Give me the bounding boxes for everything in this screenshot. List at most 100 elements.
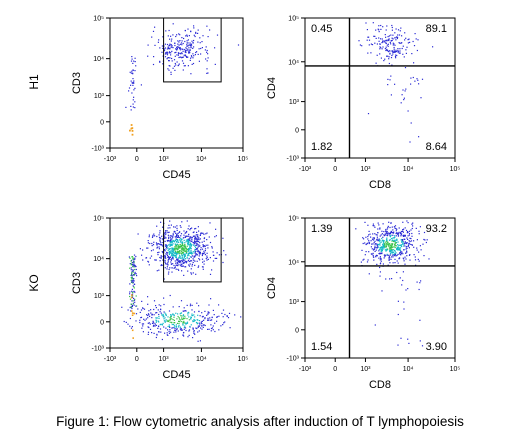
event-point — [171, 252, 173, 254]
event-point — [192, 258, 194, 260]
event-point — [182, 50, 184, 52]
event-point — [190, 268, 192, 270]
event-point — [185, 247, 188, 249]
event-point — [184, 29, 186, 32]
event-point — [161, 264, 163, 266]
event-point — [188, 329, 191, 331]
event-point — [400, 27, 402, 29]
event-point — [142, 325, 144, 327]
event-point — [418, 260, 420, 262]
event-point — [177, 65, 179, 67]
event-point — [156, 312, 158, 314]
event-point — [131, 288, 133, 290]
event-point — [171, 321, 173, 323]
event-point — [155, 319, 157, 321]
panel2-x-tick-label: 0 — [333, 166, 337, 173]
event-point — [383, 234, 385, 236]
event-point — [402, 279, 404, 282]
event-point — [222, 324, 224, 326]
event-point — [196, 253, 198, 255]
event-point — [177, 232, 179, 234]
event-point — [387, 243, 389, 245]
event-point — [192, 47, 194, 49]
event-point — [190, 246, 192, 248]
event-point — [131, 133, 134, 136]
event-point — [415, 227, 417, 229]
event-point — [193, 34, 195, 36]
event-point — [181, 48, 183, 50]
event-point — [396, 37, 398, 40]
event-point — [181, 251, 184, 253]
event-point — [172, 313, 174, 315]
event-point — [186, 251, 188, 253]
event-point — [394, 235, 396, 237]
event-point — [211, 247, 213, 249]
event-point — [372, 249, 375, 251]
event-point — [361, 45, 363, 47]
event-point — [131, 291, 133, 293]
panel3-x-tick-label: 10³ — [159, 356, 170, 363]
event-point — [382, 245, 384, 247]
event-point — [175, 232, 177, 234]
event-point — [146, 314, 148, 316]
event-point — [132, 300, 134, 302]
event-point — [153, 322, 155, 324]
event-point — [129, 283, 131, 285]
panel2-x-tick-label: -10³ — [299, 166, 312, 173]
event-point — [170, 314, 172, 316]
event-point — [136, 275, 138, 277]
event-point — [181, 242, 183, 244]
event-point — [134, 301, 136, 303]
event-point — [159, 232, 161, 234]
panel4-quadrant-top-right-value: 93.2 — [426, 223, 447, 235]
event-point — [418, 136, 420, 138]
event-point — [190, 55, 193, 57]
event-point — [180, 315, 182, 317]
event-point — [202, 244, 204, 246]
event-point — [185, 55, 188, 57]
event-point — [390, 230, 393, 233]
event-point — [192, 328, 194, 330]
event-point — [190, 251, 193, 253]
event-point — [388, 259, 390, 261]
event-point — [216, 252, 218, 254]
event-point — [163, 249, 165, 251]
event-point — [373, 237, 375, 239]
event-point — [376, 247, 378, 249]
event-point — [133, 266, 135, 268]
event-point — [383, 246, 385, 248]
event-point — [129, 298, 132, 300]
event-point — [181, 57, 183, 59]
event-point — [134, 107, 136, 109]
event-point — [211, 327, 214, 329]
event-point — [419, 340, 421, 342]
event-point — [186, 50, 188, 52]
event-point — [171, 57, 173, 60]
event-point — [402, 241, 404, 243]
event-point — [186, 322, 189, 324]
event-point — [173, 314, 175, 316]
event-point — [159, 230, 161, 232]
event-point — [195, 327, 197, 329]
event-point — [196, 243, 198, 245]
event-point — [199, 251, 201, 253]
event-point — [176, 259, 178, 261]
event-point — [170, 239, 172, 241]
event-point — [424, 239, 426, 241]
event-point — [190, 316, 192, 318]
event-point — [182, 265, 184, 267]
event-point — [186, 322, 188, 324]
event-point — [175, 252, 177, 254]
event-point — [186, 45, 188, 47]
event-point — [184, 258, 186, 260]
event-point — [224, 321, 226, 323]
event-point — [175, 51, 177, 53]
event-point — [410, 238, 412, 240]
event-point — [406, 251, 408, 253]
event-point — [190, 272, 192, 274]
event-point — [379, 256, 381, 258]
event-point — [179, 313, 181, 315]
event-point — [401, 284, 403, 286]
event-point — [140, 309, 143, 311]
event-point — [399, 42, 401, 44]
